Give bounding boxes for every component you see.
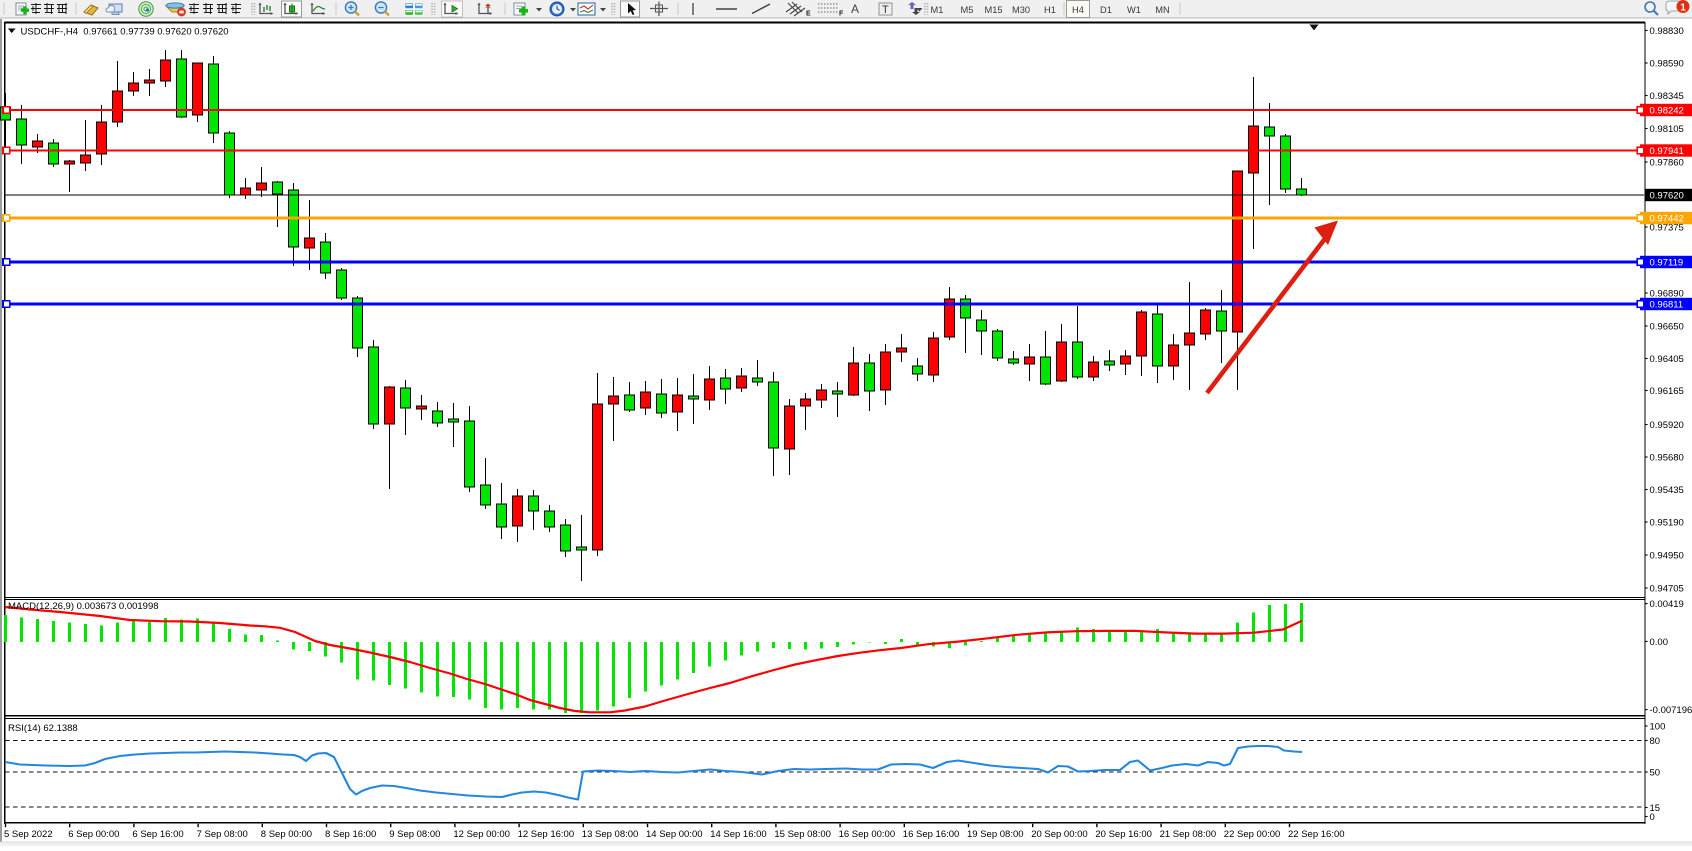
svg-text:M5: M5 bbox=[961, 5, 974, 15]
svg-text:0.98590: 0.98590 bbox=[1650, 59, 1684, 70]
svg-text:5 Sep 2022: 5 Sep 2022 bbox=[4, 829, 53, 840]
svg-text:W1: W1 bbox=[1127, 5, 1141, 15]
svg-text:8 Sep 00:00: 8 Sep 00:00 bbox=[261, 829, 312, 840]
svg-text:15 Sep 08:00: 15 Sep 08:00 bbox=[774, 829, 831, 840]
svg-text:0.96811: 0.96811 bbox=[1650, 300, 1684, 311]
svg-text:14 Sep 16:00: 14 Sep 16:00 bbox=[710, 829, 767, 840]
svg-text:14 Sep 00:00: 14 Sep 00:00 bbox=[646, 829, 703, 840]
svg-text:9 Sep 08:00: 9 Sep 08:00 bbox=[389, 829, 440, 840]
svg-text:21 Sep 08:00: 21 Sep 08:00 bbox=[1160, 829, 1217, 840]
svg-text:T: T bbox=[882, 4, 889, 16]
svg-text:0.98830: 0.98830 bbox=[1650, 26, 1684, 37]
svg-text:0.98105: 0.98105 bbox=[1650, 124, 1684, 135]
svg-text:H1: H1 bbox=[1044, 5, 1056, 15]
svg-text:M1: M1 bbox=[931, 5, 944, 15]
svg-text:1: 1 bbox=[1680, 3, 1686, 14]
svg-text:0.97119: 0.97119 bbox=[1650, 258, 1684, 269]
svg-text:0.95190: 0.95190 bbox=[1650, 518, 1684, 529]
svg-text:-0.007196: -0.007196 bbox=[1650, 705, 1692, 716]
svg-text:E: E bbox=[806, 11, 811, 18]
svg-text:20 Sep 16:00: 20 Sep 16:00 bbox=[1095, 829, 1152, 840]
svg-text:19 Sep 08:00: 19 Sep 08:00 bbox=[967, 829, 1024, 840]
svg-text:0.96165: 0.96165 bbox=[1650, 386, 1684, 397]
svg-text:0.97442: 0.97442 bbox=[1650, 214, 1684, 225]
svg-text:8 Sep 16:00: 8 Sep 16:00 bbox=[325, 829, 376, 840]
svg-text:6 Sep 00:00: 6 Sep 00:00 bbox=[68, 829, 119, 840]
svg-text:12 Sep 16:00: 12 Sep 16:00 bbox=[518, 829, 575, 840]
svg-text:RSI(14) 62.1388: RSI(14) 62.1388 bbox=[8, 723, 78, 734]
svg-text:0: 0 bbox=[1650, 812, 1655, 823]
svg-text:0.94950: 0.94950 bbox=[1650, 551, 1684, 562]
svg-text:0.00419: 0.00419 bbox=[1650, 599, 1684, 610]
svg-text:0.98242: 0.98242 bbox=[1650, 106, 1684, 117]
svg-text:0.96405: 0.96405 bbox=[1650, 354, 1684, 365]
svg-text:22 Sep 00:00: 22 Sep 00:00 bbox=[1224, 829, 1281, 840]
svg-text:M30: M30 bbox=[1012, 5, 1030, 15]
svg-text:MN: MN bbox=[1155, 5, 1169, 15]
svg-text:20 Sep 00:00: 20 Sep 00:00 bbox=[1031, 829, 1088, 840]
svg-text:13 Sep 08:00: 13 Sep 08:00 bbox=[582, 829, 639, 840]
svg-text:0.00: 0.00 bbox=[1650, 637, 1669, 648]
svg-text:16 Sep 00:00: 16 Sep 00:00 bbox=[839, 829, 896, 840]
svg-text:F: F bbox=[839, 11, 844, 18]
svg-text:6 Sep 16:00: 6 Sep 16:00 bbox=[132, 829, 183, 840]
svg-text:0.95435: 0.95435 bbox=[1650, 485, 1684, 496]
svg-text:80: 80 bbox=[1650, 736, 1661, 747]
svg-text:D1: D1 bbox=[1100, 5, 1112, 15]
svg-text:0.97941: 0.97941 bbox=[1650, 146, 1684, 157]
svg-text:12 Sep 00:00: 12 Sep 00:00 bbox=[453, 829, 510, 840]
svg-text:M15: M15 bbox=[984, 5, 1002, 15]
svg-text:H4: H4 bbox=[1072, 5, 1084, 15]
svg-text:MACD(12,26,9) 0.003673 0.00199: MACD(12,26,9) 0.003673 0.001998 bbox=[8, 601, 159, 612]
svg-text:0.96650: 0.96650 bbox=[1650, 322, 1684, 333]
svg-text:16 Sep 16:00: 16 Sep 16:00 bbox=[903, 829, 960, 840]
svg-text:50: 50 bbox=[1650, 768, 1661, 779]
svg-text:100: 100 bbox=[1650, 722, 1666, 733]
svg-text:22 Sep 16:00: 22 Sep 16:00 bbox=[1288, 829, 1345, 840]
svg-text:0.94705: 0.94705 bbox=[1650, 584, 1684, 595]
svg-text:0.95920: 0.95920 bbox=[1650, 420, 1684, 431]
svg-text:0.97860: 0.97860 bbox=[1650, 158, 1684, 169]
svg-text:A: A bbox=[851, 2, 859, 16]
svg-text:USDCHF-,H4 0.97661 0.97739 0.: USDCHF-,H4 0.97661 0.97739 0.97620 0.976… bbox=[21, 27, 229, 38]
svg-text:0.95680: 0.95680 bbox=[1650, 453, 1684, 464]
svg-text:7 Sep 08:00: 7 Sep 08:00 bbox=[197, 829, 248, 840]
svg-text:0.98345: 0.98345 bbox=[1650, 91, 1684, 102]
svg-text:0.97620: 0.97620 bbox=[1650, 191, 1684, 202]
